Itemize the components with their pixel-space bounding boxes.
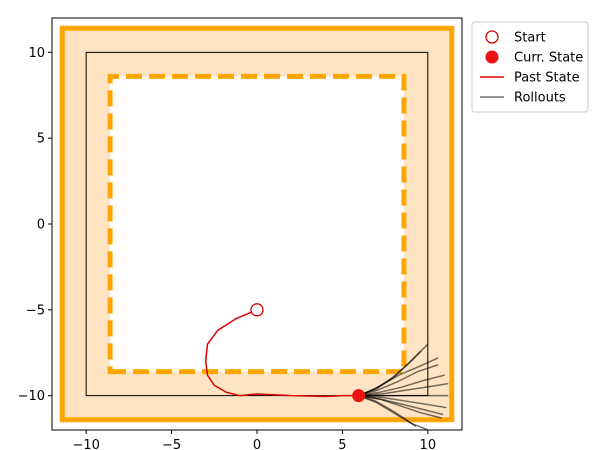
y-tick-label: 10 xyxy=(28,46,45,61)
axes-frame xyxy=(51,17,463,431)
reference-square xyxy=(85,51,429,397)
legend-start-swatch xyxy=(485,30,499,44)
legend-box xyxy=(471,21,589,113)
legend-label: Curr. State xyxy=(514,51,583,66)
safe-band xyxy=(62,28,452,420)
y-tick-label: −10 xyxy=(18,389,45,404)
rollout-line-10 xyxy=(358,357,439,397)
inner-boundary xyxy=(107,73,407,375)
legend-label: Start xyxy=(514,31,546,46)
legend-label: Past State xyxy=(514,71,580,86)
x-tick-label: −5 xyxy=(162,438,181,450)
rollout-line-8 xyxy=(358,394,417,428)
legend: Start Curr. State Past State Rollouts xyxy=(471,21,589,113)
rollout-line-2 xyxy=(358,374,446,397)
plot-area xyxy=(59,25,455,430)
y-tick-label: 0 xyxy=(37,218,45,233)
past-state-line xyxy=(205,309,359,398)
y-tick-label: 5 xyxy=(37,132,45,147)
x-tick-label: 5 xyxy=(338,438,346,450)
rollout-line-1 xyxy=(358,364,439,397)
x-tick-label: 10 xyxy=(420,438,437,450)
start-marker xyxy=(250,303,264,317)
x-tick-label: 0 xyxy=(253,438,261,450)
rollout-line-11 xyxy=(358,394,444,416)
current-state-marker xyxy=(352,389,366,403)
outer-boundary xyxy=(59,25,455,423)
legend-current-swatch xyxy=(485,50,499,64)
x-tick-label: −10 xyxy=(72,438,99,450)
y-tick-label: −5 xyxy=(26,303,45,318)
rollout-line-5 xyxy=(358,394,447,409)
legend-label: Rollouts xyxy=(514,91,566,106)
rollout-line-3 xyxy=(358,382,449,397)
axis-ticks: −10 −5 0 5 10 −10 −5 0 5 10 xyxy=(18,46,437,450)
